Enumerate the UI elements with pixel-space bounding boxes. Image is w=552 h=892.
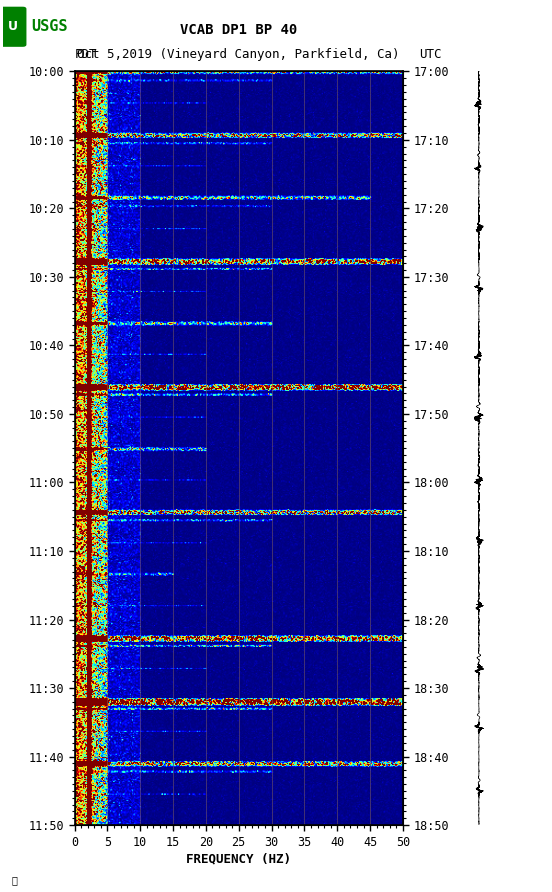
Text: Oct 5,2019 (Vineyard Canyon, Parkfield, Ca): Oct 5,2019 (Vineyard Canyon, Parkfield, … (77, 47, 400, 61)
Text: USGS: USGS (31, 20, 68, 34)
X-axis label: FREQUENCY (HZ): FREQUENCY (HZ) (186, 853, 291, 865)
Text: U: U (8, 21, 18, 33)
Text: UTC: UTC (420, 47, 442, 61)
Text: VCAB DP1 BP 40: VCAB DP1 BP 40 (180, 23, 298, 37)
Text: PDT: PDT (75, 47, 97, 61)
FancyBboxPatch shape (0, 7, 26, 47)
Text: ℵ: ℵ (11, 875, 17, 885)
